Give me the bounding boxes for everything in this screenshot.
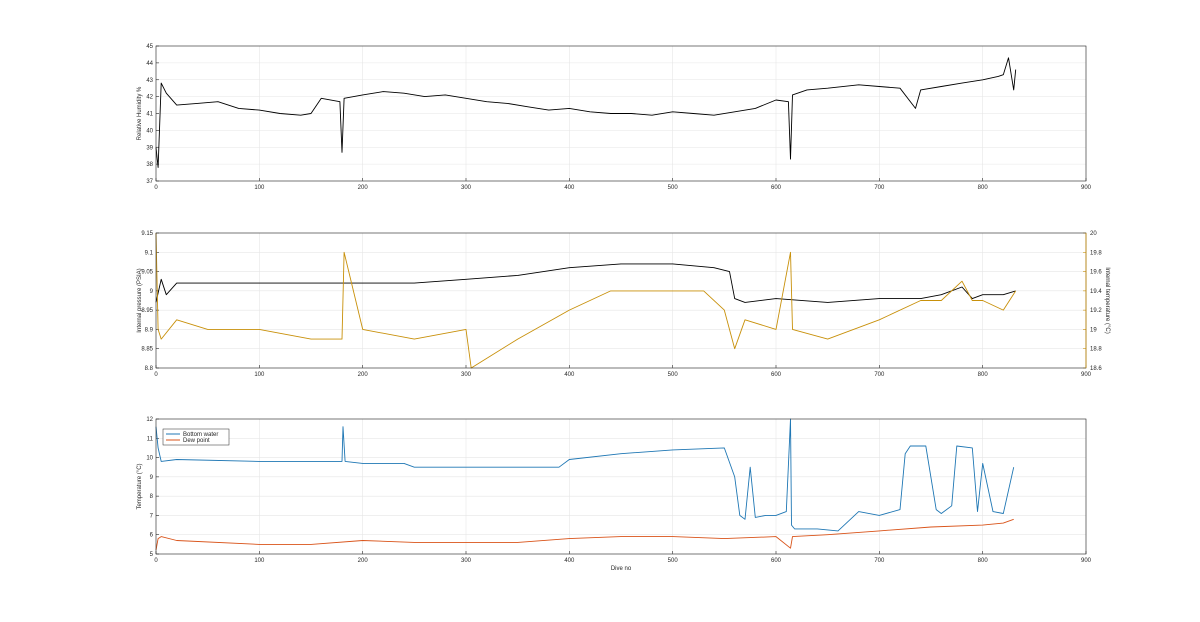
axes-frame bbox=[155, 45, 1087, 182]
plot-area bbox=[156, 419, 1086, 554]
x-tick-label: 200 bbox=[358, 558, 369, 564]
legend-entry: Bottom water bbox=[183, 432, 218, 438]
y-tick-label: 40 bbox=[146, 128, 153, 134]
y-tick-label: 7 bbox=[150, 513, 154, 519]
legend-entry: Dew point bbox=[183, 438, 210, 444]
x-tick-label: 500 bbox=[668, 558, 679, 564]
y-tick-label: 43 bbox=[146, 78, 153, 84]
y-axis-label: Internal pressure (PSIA) bbox=[137, 268, 143, 332]
y-tick-label: 41 bbox=[146, 112, 153, 118]
x-tick-label: 800 bbox=[978, 558, 989, 564]
y-tick-label: 8.85 bbox=[141, 347, 153, 353]
x-tick-label: 400 bbox=[564, 372, 575, 378]
y-tick-label: 9 bbox=[150, 289, 154, 295]
legend-box bbox=[162, 428, 230, 446]
x-tick-label: 900 bbox=[1081, 185, 1092, 191]
x-tick-label: 0 bbox=[154, 185, 158, 191]
x-tick-label: 100 bbox=[254, 558, 265, 564]
y-tick-label: 39 bbox=[146, 145, 153, 151]
x-tick-label: 600 bbox=[771, 558, 782, 564]
y-tick-label: 5 bbox=[150, 552, 154, 558]
plot-area bbox=[156, 233, 1086, 368]
x-tick-label: 800 bbox=[978, 372, 989, 378]
series-line-0 bbox=[155, 57, 1017, 168]
y2-tick-label: 19.4 bbox=[1090, 289, 1102, 295]
y2-tick-label: 18.6 bbox=[1090, 366, 1102, 372]
x-tick-label: 300 bbox=[461, 558, 472, 564]
x-tick-label: 100 bbox=[254, 185, 265, 191]
y2-tick-label: 19 bbox=[1090, 327, 1097, 333]
x-tick-label: 600 bbox=[771, 185, 782, 191]
y-tick-label: 6 bbox=[150, 533, 154, 539]
water-temperature-panel: 0 100 200 300 400 500 600 700 800 900 5 6 7 8 9 10 11 12 T… bbox=[137, 417, 1092, 572]
y-tick-label: 8.95 bbox=[141, 308, 153, 314]
x-tick-label: 400 bbox=[564, 185, 575, 191]
x-tick-label: 200 bbox=[358, 372, 369, 378]
x-tick-label: 900 bbox=[1081, 372, 1092, 378]
y2-axis-label: Internal temperature (°C) bbox=[1104, 267, 1110, 333]
y2-tick-label: 19.8 bbox=[1090, 250, 1102, 256]
y-axis-label: Temperature (°C) bbox=[137, 463, 143, 509]
y2-tick-label: 20 bbox=[1090, 231, 1097, 237]
y-tick-label: 45 bbox=[146, 44, 153, 50]
y-tick-label: 10 bbox=[146, 456, 153, 462]
humidity-panel: 0 100 200 300 400 500 600 700 800 900 37 38 39 40 41 42… bbox=[137, 44, 1092, 191]
y-tick-label: 12 bbox=[146, 417, 153, 423]
x-tick-label: 500 bbox=[668, 185, 679, 191]
x-tick-label: 300 bbox=[461, 372, 472, 378]
x-axis-label: Dive no bbox=[611, 566, 632, 572]
x-tick-label: 300 bbox=[461, 185, 472, 191]
y-tick-label: 9.15 bbox=[141, 231, 153, 237]
y-tick-label: 8.8 bbox=[145, 366, 154, 372]
y-tick-label: 38 bbox=[146, 162, 153, 168]
x-tick-label: 800 bbox=[978, 185, 989, 191]
series-line-0 bbox=[155, 418, 1015, 532]
x-tick-label: 900 bbox=[1081, 558, 1092, 564]
series-line-1 bbox=[155, 518, 1014, 551]
series-line-0 bbox=[155, 263, 1016, 303]
x-tick-label: 700 bbox=[874, 372, 885, 378]
x-tick-label: 200 bbox=[358, 185, 369, 191]
axes-frame bbox=[155, 418, 1087, 555]
y-tick-label: 42 bbox=[146, 95, 153, 101]
series-line-1 bbox=[155, 232, 1017, 369]
y-tick-label: 11 bbox=[147, 436, 154, 442]
x-tick-label: 600 bbox=[771, 372, 782, 378]
x-tick-label: 0 bbox=[154, 558, 158, 564]
x-tick-label: 500 bbox=[668, 372, 679, 378]
pressure-temperature-panel: 0 100 200 300 400 500 600 700 800 900 8.8 8.85 8.9 8.… bbox=[137, 231, 1110, 378]
y-axis-label: Relative Humidity % bbox=[137, 86, 143, 140]
x-tick-label: 100 bbox=[254, 372, 265, 378]
x-tick-label: 700 bbox=[874, 558, 885, 564]
y-tick-label: 37 bbox=[146, 179, 153, 185]
x-tick-label: 0 bbox=[154, 372, 158, 378]
x-tick-label: 400 bbox=[564, 558, 575, 564]
y2-tick-label: 19.2 bbox=[1090, 308, 1102, 314]
y2-tick-label: 18.8 bbox=[1090, 347, 1102, 353]
y-tick-label: 44 bbox=[146, 61, 153, 67]
y-tick-label: 8 bbox=[150, 494, 154, 500]
y-tick-label: 8.9 bbox=[145, 327, 154, 333]
y-tick-label: 9.05 bbox=[141, 270, 153, 276]
x-tick-label: 700 bbox=[874, 185, 885, 191]
y-tick-label: 9.1 bbox=[145, 250, 154, 256]
y-tick-label: 9 bbox=[150, 475, 154, 481]
y2-tick-label: 19.6 bbox=[1090, 270, 1102, 276]
